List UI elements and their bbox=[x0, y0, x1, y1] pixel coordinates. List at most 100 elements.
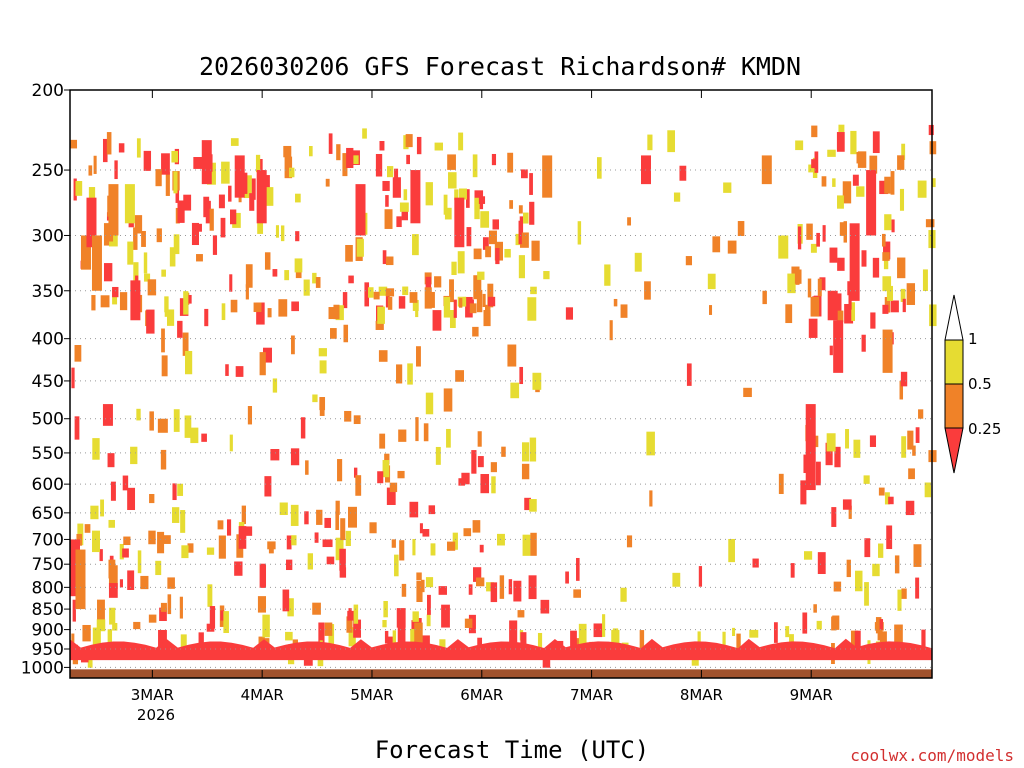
heatmap-cell bbox=[773, 622, 778, 643]
heatmap-cell bbox=[337, 459, 343, 482]
heatmap-cell bbox=[412, 539, 416, 556]
heatmap-cell bbox=[529, 201, 535, 225]
heatmap-cell bbox=[842, 181, 852, 204]
heatmap-cell bbox=[528, 575, 537, 600]
heatmap-cell bbox=[100, 295, 110, 308]
heatmap-cell bbox=[806, 223, 813, 240]
heatmap-cell bbox=[521, 463, 530, 480]
heatmap-cell bbox=[401, 205, 408, 221]
heatmap-cell bbox=[912, 445, 916, 456]
heatmap-cell bbox=[849, 223, 860, 301]
heatmap-cell bbox=[309, 145, 313, 157]
heatmap-cell bbox=[348, 608, 352, 621]
heatmap-cell bbox=[196, 254, 203, 262]
heatmap-cell bbox=[447, 541, 456, 551]
heatmap-cell bbox=[312, 394, 318, 403]
heatmap-cell bbox=[488, 296, 496, 307]
heatmap-cell bbox=[285, 631, 293, 641]
heatmap-cell bbox=[218, 535, 226, 559]
heatmap-cell bbox=[448, 172, 457, 189]
heatmap-cell bbox=[565, 307, 574, 320]
y-tick-label: 250 bbox=[32, 161, 64, 181]
heatmap-cell bbox=[379, 140, 385, 151]
heatmap-cell bbox=[613, 298, 618, 307]
heatmap-cell bbox=[441, 604, 450, 628]
heatmap-cell bbox=[685, 256, 693, 266]
heatmap-cell bbox=[187, 295, 192, 304]
heatmap-cell bbox=[822, 225, 826, 242]
heatmap-cell bbox=[275, 225, 279, 238]
heatmap-cell bbox=[96, 619, 106, 632]
heatmap-cell bbox=[133, 262, 139, 282]
heatmap-cell bbox=[384, 453, 390, 464]
heatmap-cell bbox=[878, 543, 884, 558]
heatmap-cell bbox=[520, 232, 529, 248]
heatmap-cell bbox=[287, 598, 294, 617]
heatmap-cell bbox=[314, 532, 319, 543]
heatmap-cell bbox=[368, 287, 374, 298]
heatmap-cell bbox=[256, 302, 265, 325]
heatmap-cell bbox=[833, 581, 842, 592]
heatmap-cell bbox=[890, 300, 899, 313]
heatmap-cell bbox=[846, 559, 851, 578]
heatmap-cell bbox=[305, 460, 309, 475]
x-tick-label: 4MAR bbox=[241, 686, 284, 704]
heatmap-cell bbox=[857, 151, 867, 168]
heatmap-cell bbox=[160, 602, 167, 612]
heatmap-cell bbox=[416, 580, 423, 603]
heatmap-cell bbox=[921, 629, 926, 654]
heatmap-cell bbox=[375, 153, 383, 177]
heatmap-cell bbox=[639, 630, 645, 652]
heatmap-cell bbox=[901, 588, 907, 599]
heatmap-cell bbox=[634, 252, 642, 272]
heatmap-cell bbox=[931, 178, 936, 188]
heatmap-cell bbox=[220, 217, 226, 238]
heatmap-cell bbox=[348, 627, 356, 647]
heatmap-cell bbox=[797, 226, 802, 250]
heatmap-cell bbox=[127, 241, 134, 265]
heatmap-cell bbox=[193, 157, 203, 169]
heatmap-cell bbox=[883, 241, 891, 260]
heatmap-cell bbox=[477, 456, 484, 468]
heatmap-cell bbox=[119, 292, 128, 311]
heatmap-cell bbox=[803, 454, 808, 474]
heatmap-cell bbox=[345, 530, 351, 547]
heatmap-cell bbox=[853, 439, 861, 458]
heatmap-cell bbox=[884, 297, 891, 313]
heatmap-cell bbox=[92, 627, 101, 648]
heatmap-cell bbox=[826, 433, 836, 452]
x-tick-label: 5MAR bbox=[350, 686, 393, 704]
y-tick-label: 1000 bbox=[21, 658, 64, 678]
heatmap-cell bbox=[421, 635, 430, 648]
heatmap-cell bbox=[228, 185, 232, 202]
heatmap-cell bbox=[272, 269, 278, 277]
heatmap-cell bbox=[234, 561, 243, 576]
heatmap-cell bbox=[312, 602, 321, 615]
heatmap-cell bbox=[861, 334, 866, 352]
heatmap-cell bbox=[641, 155, 652, 185]
heatmap-cell bbox=[230, 299, 238, 313]
heatmap-cell bbox=[620, 304, 628, 318]
heatmap-cell bbox=[185, 350, 193, 375]
heatmap-cell bbox=[749, 629, 759, 638]
heatmap-cell bbox=[851, 302, 855, 321]
heatmap-cell bbox=[434, 142, 443, 151]
heatmap-cell bbox=[398, 429, 407, 442]
credit-text: coolwx.com/models bbox=[850, 746, 1014, 765]
y-tick-label: 600 bbox=[32, 475, 64, 495]
heatmap-cell bbox=[843, 221, 847, 243]
heatmap-cell bbox=[803, 551, 813, 560]
heatmap-cell bbox=[813, 604, 817, 613]
heatmap-cell bbox=[335, 305, 344, 321]
heatmap-cell bbox=[761, 155, 772, 185]
heatmap-cell bbox=[165, 172, 170, 196]
heatmap-cell bbox=[247, 406, 253, 425]
heatmap-cell bbox=[184, 415, 192, 438]
heatmap-cell bbox=[108, 519, 115, 528]
heatmap-cell bbox=[136, 138, 141, 158]
heatmap-cell bbox=[167, 309, 175, 326]
heatmap-cell bbox=[811, 125, 818, 138]
heatmap-cell bbox=[451, 261, 457, 276]
heatmap-cell bbox=[282, 589, 290, 612]
heatmap-cell bbox=[900, 371, 908, 387]
